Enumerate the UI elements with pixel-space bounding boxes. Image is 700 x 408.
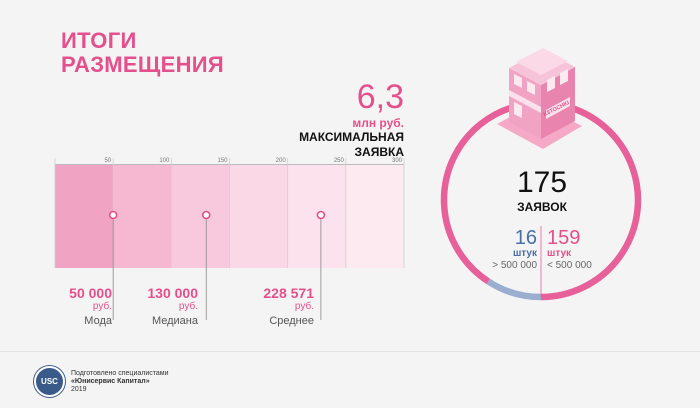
ring-slice-0 <box>486 278 542 301</box>
page-title-line1: ИТОГИ <box>61 28 137 53</box>
max-application-unit: млн руб. <box>352 116 404 130</box>
building-window-1 <box>514 74 522 88</box>
building-sign-board <box>546 97 570 119</box>
page-title: ИТОГИ РАЗМЕЩЕНИЯ <box>61 29 224 77</box>
footer-divider <box>0 351 700 352</box>
footer: USC Подготовлено специалистами «Юнисерви… <box>34 366 169 397</box>
marker-point-0 <box>108 210 118 220</box>
stat-average: 228 571 руб. Среднее <box>263 286 314 328</box>
building-window-3 <box>547 76 555 92</box>
stat-median-value: 130 000 <box>147 285 198 301</box>
tick-label-300: 300 <box>392 158 403 164</box>
ring-split-large-caption: > 500 000 <box>492 260 537 271</box>
building-door <box>514 102 522 118</box>
stat-mode-value: 50 000 <box>69 285 112 301</box>
tick-label-250: 250 <box>334 158 345 164</box>
tick-label-200: 200 <box>276 158 287 164</box>
stat-median-label: Медиана <box>151 315 198 327</box>
ring-split-small-value: 159 <box>547 227 581 249</box>
tick-label-100: 100 <box>159 158 170 164</box>
max-application-label-line2: ЗАЯВКА <box>354 145 404 159</box>
marker-point-1 <box>201 210 211 220</box>
footer-line3: 2019 <box>71 385 87 393</box>
building-roof-rim <box>516 48 568 75</box>
building-awning <box>509 90 541 113</box>
building-window-4 <box>560 69 568 85</box>
footer-line1: Подготовлено специалистами <box>71 369 169 377</box>
range-segment-150-200 <box>229 165 288 268</box>
stat-mode: 50 000 руб. Мода <box>69 286 112 328</box>
stat-median: 130 000 руб. Медиана <box>147 286 198 328</box>
range-segment-100-150 <box>171 165 230 268</box>
ring-split-small: 159 штук < 500 000 <box>547 228 592 272</box>
range-segment-0-50 <box>55 165 114 268</box>
stat-median-unit: руб. <box>178 301 198 312</box>
footer-text: Подготовлено специалистами «Юнисервис Ка… <box>71 370 169 394</box>
range-segment-50-100 <box>113 165 172 268</box>
ring-split-large-unit: штук <box>512 248 537 259</box>
max-application-value: 6,3 <box>356 78 404 116</box>
ring-total-value: 175 <box>516 166 568 199</box>
marker-point-2 <box>316 210 326 220</box>
stat-mode-label: Мода <box>84 315 112 327</box>
ring-split-large: 16 штук > 500 000 <box>492 228 537 272</box>
stat-average-unit: руб. <box>294 301 314 312</box>
page-title-line2: РАЗМЕЩЕНИЯ <box>61 52 225 77</box>
range-segment-200-250 <box>287 165 346 268</box>
ring-total: 175 ЗАЯВОК <box>498 166 586 215</box>
ring-split-small-unit: штук <box>547 248 572 259</box>
stat-average-value: 228 571 <box>263 285 314 301</box>
building-window-2 <box>527 81 535 95</box>
tick-label-50: 50 <box>104 158 111 164</box>
ring-split-large-value: 16 <box>514 227 537 249</box>
footer-line2: «Юнисервис Капитал» <box>71 377 150 385</box>
range-segment-250-300 <box>345 165 404 268</box>
tick-label-150: 150 <box>217 158 228 164</box>
stat-mode-unit: руб. <box>92 301 112 312</box>
max-application-label-line1: МАКСИМАЛЬНАЯ <box>299 130 404 144</box>
ring-total-label: ЗАЯВОК <box>517 200 567 214</box>
building-illustration: K$TOCHKI <box>497 48 582 149</box>
company-logo: USC <box>34 366 65 397</box>
ring-split-small-caption: < 500 000 <box>547 260 592 271</box>
max-application-block: 6,3 млн руб. МАКСИМАЛЬНАЯ ЗАЯВКА <box>299 80 404 160</box>
stat-average-label: Среднее <box>269 315 314 327</box>
